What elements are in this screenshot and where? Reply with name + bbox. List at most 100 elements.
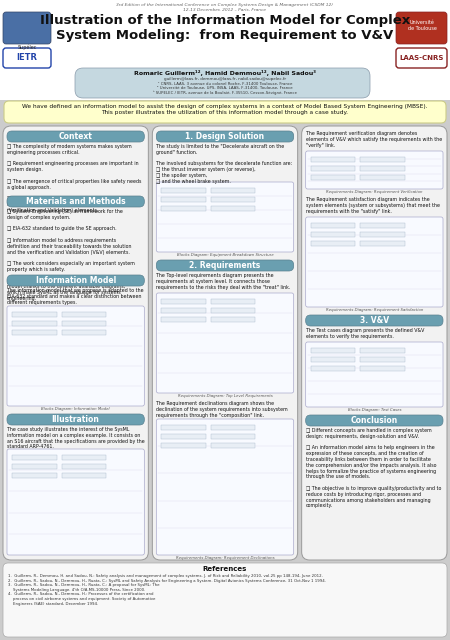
FancyBboxPatch shape [156,260,294,271]
Bar [211,308,256,313]
FancyBboxPatch shape [156,182,294,252]
FancyBboxPatch shape [156,293,294,393]
Bar [310,175,355,180]
Bar [360,223,405,228]
Bar [360,232,405,237]
FancyBboxPatch shape [7,275,144,286]
Text: ³ SUPELEC / IETR, avenue de la Boulaié, F-35510, Cesson-Sévigné, France: ³ SUPELEC / IETR, avenue de la Boulaié, … [153,90,297,95]
FancyBboxPatch shape [306,315,443,326]
Bar [360,166,405,171]
Text: We have defined an information model to assist the design of complex systems in : We have defined an information model to … [22,104,428,115]
Bar [310,357,355,362]
Bar [12,330,57,335]
Text: The Test cases diagram presents the defined V&V
elements to verify the requireme: The Test cases diagram presents the defi… [306,328,424,339]
FancyBboxPatch shape [75,68,370,98]
FancyBboxPatch shape [7,449,144,555]
Bar [162,425,206,430]
Bar [211,443,256,448]
Text: Information Model: Information Model [36,276,116,285]
Text: Conclusion: Conclusion [351,416,398,425]
Bar [12,473,57,478]
Bar [360,157,405,162]
FancyBboxPatch shape [306,217,443,307]
Text: 3. V&V: 3. V&V [360,316,389,325]
Bar [310,241,355,246]
Text: Requirements Diagram: Requirement Verification: Requirements Diagram: Requirement Verifi… [326,190,423,194]
Bar [360,357,405,362]
Text: IETR: IETR [17,54,37,63]
FancyBboxPatch shape [3,48,51,68]
Text: The Top-level requirements diagram presents the
requirements at system level. It: The Top-level requirements diagram prese… [156,273,291,289]
FancyBboxPatch shape [3,563,447,637]
Text: Blocks Diagram: Information Model: Blocks Diagram: Information Model [41,407,110,411]
Bar [360,348,405,353]
Text: Illustration: Illustration [52,415,99,424]
Text: Requirements Diagram: Requirement Satisfaction: Requirements Diagram: Requirement Satisf… [326,308,423,312]
FancyBboxPatch shape [306,415,443,426]
FancyBboxPatch shape [3,126,148,560]
Text: Blocks Diagram: Test Cases: Blocks Diagram: Test Cases [347,408,401,412]
Text: The information model that we propose is adapted to the
EIA-632 standard and mak: The information model that we propose is… [7,288,144,305]
Bar [162,434,206,439]
Bar [211,425,256,430]
Text: The Requirement verification diagram denotes
elements of V&V which satisfy the r: The Requirement verification diagram den… [306,131,442,148]
Bar [162,206,206,211]
Bar [12,321,57,326]
Bar [310,223,355,228]
Text: Materials and Methods: Materials and Methods [26,197,126,206]
Text: ❑ Different concepts are handled in complex system
design: requirements, design-: ❑ Different concepts are handled in comp… [306,428,441,508]
Bar [360,175,405,180]
FancyBboxPatch shape [306,342,443,407]
Bar [62,473,106,478]
Text: LAAS-CNRS: LAAS-CNRS [400,55,444,61]
Bar [12,455,57,460]
Text: Université
de Toulouse: Université de Toulouse [408,20,436,31]
FancyBboxPatch shape [396,12,447,44]
Text: 2. Requirements: 2. Requirements [189,261,261,270]
Text: Supélec: Supélec [17,45,37,51]
Bar [211,188,256,193]
Bar [211,197,256,202]
Bar [360,241,405,246]
Text: 3rd Edition of the International Conference on Complex Systems Design & Manageme: 3rd Edition of the International Confere… [117,3,333,12]
Bar [162,197,206,202]
Text: Requirements Diagram: Requirement Declinations: Requirements Diagram: Requirement Declin… [176,556,274,560]
Bar [310,166,355,171]
Text: Requirements Diagram: Top Level Requirements: Requirements Diagram: Top Level Requirem… [178,394,272,398]
Text: References: References [203,566,247,572]
Bar [310,157,355,162]
Bar [62,321,106,326]
Text: Blocks Diagram: Equipment Breakdown Structure: Blocks Diagram: Equipment Breakdown Stru… [176,253,274,257]
FancyBboxPatch shape [7,196,144,207]
FancyBboxPatch shape [4,101,446,123]
Text: Illustration of the Information Model for Complex
System Modeling:  from Require: Illustration of the Information Model fo… [40,14,410,42]
FancyBboxPatch shape [306,151,443,189]
Text: The Requirement declinations diagram shows the
declination of the system require: The Requirement declinations diagram sho… [156,401,288,417]
Text: The Requirement satisfaction diagram indicates the
system elements (system or su: The Requirement satisfaction diagram ind… [306,197,440,214]
Text: 1. Design Solution: 1. Design Solution [185,132,265,141]
Bar [12,312,57,317]
FancyBboxPatch shape [156,419,294,555]
Bar [211,434,256,439]
FancyBboxPatch shape [7,131,144,142]
Bar [360,366,405,371]
Bar [310,232,355,237]
Bar [211,299,256,304]
Bar [62,464,106,469]
FancyBboxPatch shape [7,306,144,406]
Bar [162,443,206,448]
Bar [310,348,355,353]
Bar [62,312,106,317]
Text: The study is limited to the "Decelerate aircraft on the
ground" function.

The i: The study is limited to the "Decelerate … [156,144,292,184]
FancyBboxPatch shape [153,126,297,560]
Bar [162,188,206,193]
Bar [162,299,206,304]
FancyBboxPatch shape [7,414,144,425]
Text: ❑ System Engineering (SE) as framework for the
design of complex system.

❑ EIA-: ❑ System Engineering (SE) as framework f… [7,209,137,301]
Bar [62,455,106,460]
Text: ² Université de Toulouse, UPS, INSA, LAAS, F-31400, Toulouse, France: ² Université de Toulouse, UPS, INSA, LAA… [157,86,293,90]
Bar [62,330,106,335]
FancyBboxPatch shape [396,48,447,68]
Text: Romaric Guillerm¹², Hamid Demmou¹², Nabil Sadou³: Romaric Guillerm¹², Hamid Demmou¹², Nabi… [134,70,316,76]
FancyBboxPatch shape [156,131,294,142]
